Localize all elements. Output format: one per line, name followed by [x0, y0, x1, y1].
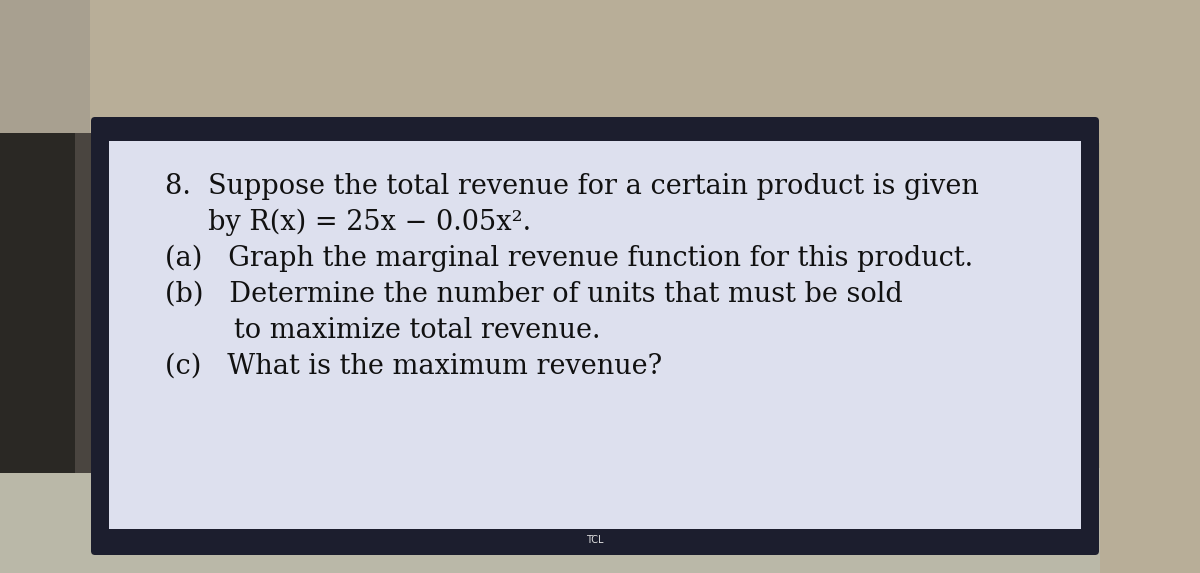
Bar	[95, 529, 1096, 551]
Bar	[0, 0, 90, 133]
Text: (c)   What is the maximum revenue?: (c) What is the maximum revenue?	[166, 353, 662, 380]
Text: (a)   Graph the marginal revenue function for this product.: (a) Graph the marginal revenue function …	[166, 245, 973, 272]
Bar	[530, 260, 1060, 268]
FancyBboxPatch shape	[91, 117, 1099, 555]
Bar	[0, 0, 1200, 143]
Bar	[530, 263, 1060, 463]
Bar	[0, 0, 90, 473]
Bar	[1100, 0, 1200, 573]
Text: (b)   Determine the number of units that must be sold: (b) Determine the number of units that m…	[166, 281, 902, 308]
Bar	[0, 143, 1200, 573]
Text: 8.  Suppose the total revenue for a certain product is given: 8. Suppose the total revenue for a certa…	[166, 173, 979, 200]
Bar	[109, 141, 1081, 529]
Text: to maximize total revenue.: to maximize total revenue.	[166, 317, 600, 344]
Bar	[0, 468, 1200, 573]
Bar	[74, 133, 94, 473]
Text: by R(x) = 25x − 0.05x².: by R(x) = 25x − 0.05x².	[166, 209, 532, 237]
Text: TCL: TCL	[587, 535, 604, 545]
